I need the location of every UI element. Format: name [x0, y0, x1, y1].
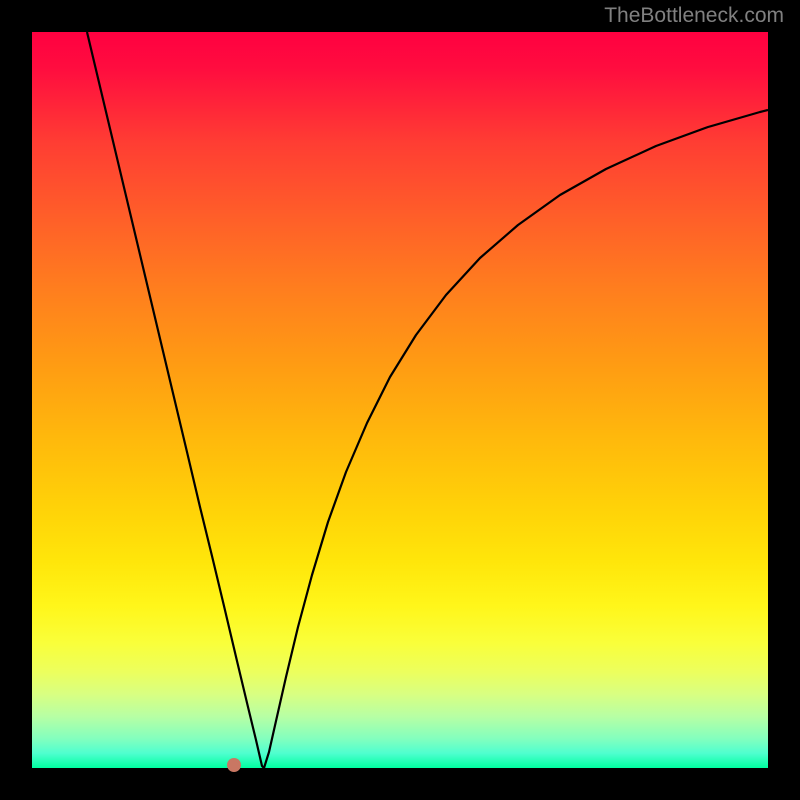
watermark-text: TheBottleneck.com: [604, 4, 784, 28]
optimal-point-marker: [227, 758, 241, 772]
plot-area: [32, 32, 768, 768]
plot-background: [32, 32, 768, 768]
curve-svg: [32, 32, 768, 768]
